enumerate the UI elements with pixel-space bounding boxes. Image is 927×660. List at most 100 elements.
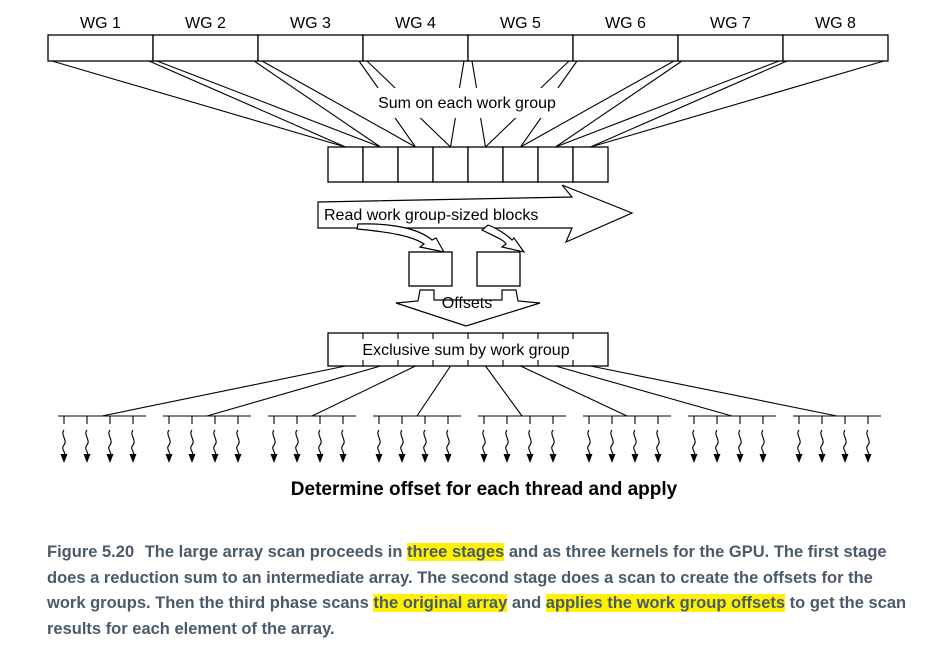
reduce-line (520, 117, 542, 148)
apply-line (485, 365, 523, 417)
scan-stages-diagram: WG 1 WG 2 WG 3 WG 4 WG 5 WG 6 WG 7 WG 8 Sum on … (47, 15, 889, 500)
reduce-line (449, 117, 456, 148)
thread-groups (58, 415, 881, 463)
wg-label: WG 1 (80, 15, 121, 32)
thread-arrowhead (270, 454, 278, 463)
thread-arrowhead (211, 454, 219, 463)
apply-line (555, 365, 733, 417)
thread-squiggle (131, 429, 135, 457)
thread-arrowhead (421, 454, 429, 463)
caption-segment: to get the scan results for each element… (47, 594, 907, 638)
wg-label: WG 8 (815, 15, 856, 32)
figure-label: Figure 5.20 (47, 543, 135, 561)
thread-arrowhead (60, 454, 68, 463)
thread-arrowhead (690, 454, 698, 463)
thread-squiggle (551, 429, 555, 457)
caption-highlight: three stages (407, 543, 505, 561)
figure-caption: Figure 5.20 The large array scan proceed… (47, 540, 907, 642)
thread-squiggle (738, 429, 742, 457)
apply-line (590, 365, 838, 417)
thread-group (478, 415, 566, 463)
reduce-line (420, 117, 451, 148)
thread-group (268, 415, 356, 463)
thread-squiggle (295, 429, 299, 457)
thread-arrowhead (106, 454, 114, 463)
thread-squiggle (692, 429, 696, 457)
thread-squiggle (797, 429, 801, 457)
caption-highlight: applies the work group offsets (545, 594, 786, 612)
reduction-lines (51, 60, 885, 148)
thread-arrowhead (864, 454, 872, 463)
reduce-line (358, 60, 379, 89)
offset-array (327, 332, 609, 367)
thread-squiggle (400, 429, 404, 457)
intermediate-cell (362, 146, 399, 183)
intermediate-array (327, 146, 609, 183)
apply-line (101, 365, 346, 417)
thread-squiggle (377, 429, 381, 457)
thread-squiggle (85, 429, 89, 457)
apply-line (416, 365, 451, 417)
reduce-line (51, 60, 346, 148)
intermediate-cell (502, 146, 539, 183)
reduce-line (394, 117, 416, 148)
thread-squiggle (341, 429, 345, 457)
apply-line (520, 365, 628, 417)
input-array: WG 1 WG 2 WG 3 WG 4 WG 5 WG 6 WG 7 WG 8 (47, 15, 889, 62)
thread-group (793, 415, 881, 463)
reduce-line (520, 60, 675, 148)
reduce-line (480, 117, 487, 148)
thread-arrowhead (795, 454, 803, 463)
thread-squiggle (236, 429, 240, 457)
reduce-line (590, 60, 788, 148)
exclusive-sum-label: Exclusive sum by work group (362, 342, 569, 359)
wg-cell (152, 34, 259, 62)
apply-line (206, 365, 381, 417)
thread-squiggle (656, 429, 660, 457)
reduce-line (156, 60, 381, 148)
reduce-line (555, 60, 780, 148)
read-arrow-left (356, 223, 446, 253)
caption-segment: and (507, 594, 546, 612)
thread-squiggle (505, 429, 509, 457)
stage1-label: Sum on each work group (378, 95, 556, 112)
thread-squiggle (715, 429, 719, 457)
intermediate-cell (537, 146, 574, 183)
wg-cell (677, 34, 784, 62)
thread-arrowhead (375, 454, 383, 463)
thread-squiggle (272, 429, 276, 457)
stage1-label-bg (362, 90, 572, 114)
thread-arrowhead (549, 454, 557, 463)
thread-arrowhead (129, 454, 137, 463)
wg-label: WG 2 (185, 15, 226, 32)
reduce-line (555, 60, 683, 148)
reduce-line (471, 60, 478, 89)
reduce-line (253, 60, 381, 148)
thread-arrowhead (165, 454, 173, 463)
wg-label: WG 6 (605, 15, 646, 32)
caption-segment: The large array scan proceeds in (144, 543, 408, 561)
thread-group (373, 415, 461, 463)
thread-group (163, 415, 251, 463)
thread-arrowhead (631, 454, 639, 463)
thread-squiggle (62, 429, 66, 457)
thread-arrowhead (316, 454, 324, 463)
thread-arrowhead (83, 454, 91, 463)
thread-squiggle (190, 429, 194, 457)
read-arrow-right (480, 224, 526, 253)
thread-arrowhead (444, 454, 452, 463)
thread-arrowhead (339, 454, 347, 463)
thread-arrowhead (526, 454, 534, 463)
scan-block-1 (408, 251, 453, 287)
intermediate-cell (327, 146, 364, 183)
reduce-line (590, 60, 885, 148)
thread-arrowhead (608, 454, 616, 463)
reduce-line (148, 60, 346, 148)
thread-arrowhead (585, 454, 593, 463)
thread-arrowhead (398, 454, 406, 463)
thread-squiggle (108, 429, 112, 457)
reduce-line (485, 117, 516, 148)
thread-squiggle (820, 429, 824, 457)
wg-cell (257, 34, 364, 62)
thread-group (583, 415, 671, 463)
